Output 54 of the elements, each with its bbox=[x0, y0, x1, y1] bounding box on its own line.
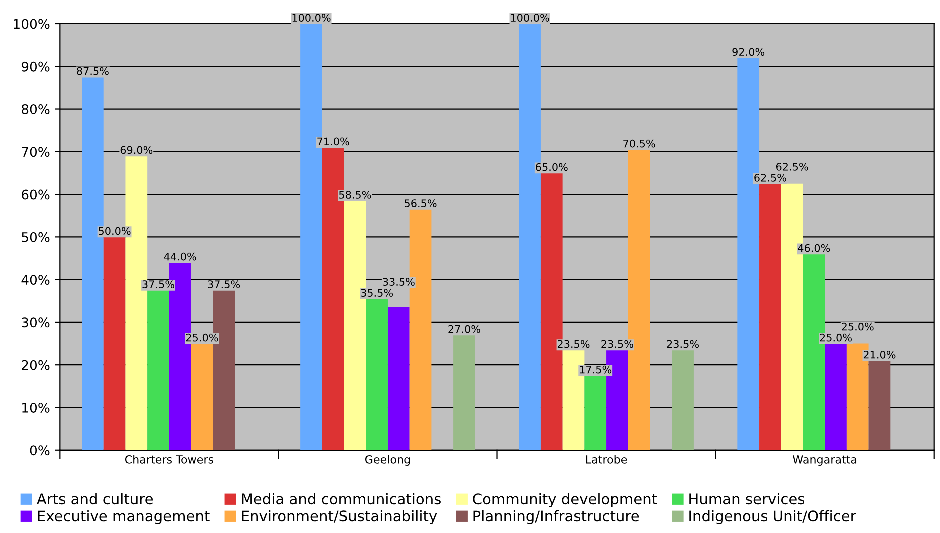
y-tick-label: 20% bbox=[22, 360, 50, 370]
data-label: 92.0% bbox=[732, 48, 765, 56]
y-tick-label: 30% bbox=[22, 318, 50, 328]
x-tick-label: Charters Towers bbox=[125, 455, 214, 464]
bar bbox=[454, 335, 476, 450]
legend-label: Community development bbox=[473, 493, 658, 508]
legend-label: Executive management bbox=[38, 510, 210, 525]
data-label: 56.5% bbox=[405, 200, 437, 208]
legend-label: Indigenous Unit/Officer bbox=[690, 510, 856, 525]
legend-label: Planning/Infrastructure bbox=[474, 510, 640, 525]
data-label: 100.0% bbox=[292, 14, 331, 22]
y-tick-label: 0% bbox=[30, 446, 50, 456]
data-label: 17.5% bbox=[580, 366, 612, 374]
y-tick-label: 80% bbox=[22, 104, 50, 114]
data-label: 25.0% bbox=[842, 322, 874, 331]
data-label: 44.0% bbox=[164, 252, 196, 261]
x-tick-label: Latrobe bbox=[586, 455, 628, 464]
x-tick-label: Wangaratta bbox=[793, 456, 857, 466]
y-tick-label: 90% bbox=[22, 62, 50, 72]
data-label: 62.5% bbox=[754, 174, 786, 182]
data-label: 21.0% bbox=[864, 350, 896, 359]
y-tick-label: 60% bbox=[22, 190, 50, 200]
y-tick-label: 10% bbox=[22, 402, 50, 413]
data-label: 37.5% bbox=[142, 280, 174, 288]
data-label: 87.5% bbox=[77, 67, 109, 76]
legend-label: Environment/Sustainability bbox=[242, 510, 438, 525]
data-label: 62.5% bbox=[776, 162, 808, 171]
legend-label: Media and communications bbox=[242, 493, 441, 505]
x-tick-label: Geelong bbox=[365, 455, 410, 466]
y-tick-label: 100% bbox=[14, 19, 50, 30]
data-label: 23.5% bbox=[602, 340, 634, 348]
data-label: 25.0% bbox=[186, 334, 218, 342]
data-label: 100.0% bbox=[511, 14, 550, 22]
data-label: 69.0% bbox=[120, 146, 153, 154]
data-label: 27.0% bbox=[448, 325, 480, 334]
legend-label: Human services bbox=[690, 493, 805, 505]
data-label: 46.0% bbox=[798, 244, 830, 252]
y-tick-label: 40% bbox=[22, 275, 50, 286]
legend-label: Arts and culture bbox=[36, 493, 154, 505]
data-label: 33.5% bbox=[383, 278, 415, 286]
bar bbox=[672, 350, 694, 450]
data-label: 65.0% bbox=[536, 163, 568, 172]
data-label: 35.5% bbox=[361, 289, 394, 297]
data-label: 25.0% bbox=[820, 334, 852, 342]
data-label: 23.5% bbox=[667, 340, 699, 348]
y-tick-label: 50% bbox=[22, 232, 50, 242]
data-label: 58.5% bbox=[339, 191, 372, 199]
data-label: 50.0% bbox=[99, 227, 131, 236]
bar bbox=[388, 308, 410, 450]
data-label: 37.5% bbox=[208, 280, 240, 288]
data-label: 70.5% bbox=[624, 140, 656, 148]
data-label: 23.5% bbox=[558, 340, 590, 348]
y-tick-label: 70% bbox=[22, 147, 50, 158]
data-label: 71.0% bbox=[318, 138, 350, 146]
